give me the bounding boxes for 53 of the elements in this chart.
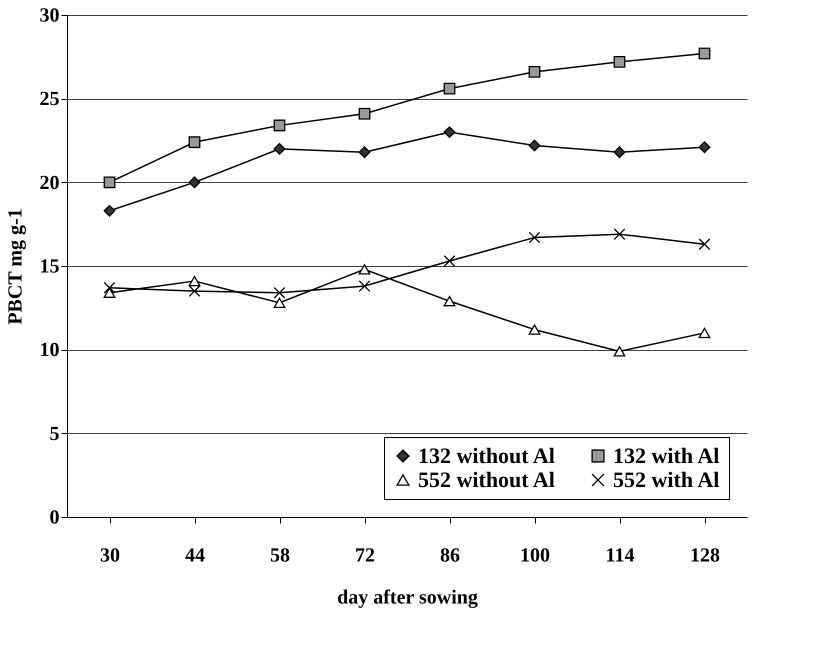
- point: [528, 324, 540, 335]
- y-tick-label: 30: [40, 4, 60, 26]
- point: [698, 141, 710, 154]
- point: [358, 264, 370, 275]
- point: [104, 176, 116, 188]
- x-axis-title: day after sowing: [337, 586, 478, 608]
- point: [698, 328, 710, 338]
- point: [188, 285, 200, 297]
- y-tick-label: 10: [40, 339, 60, 362]
- point: [698, 238, 710, 250]
- y-tick-label: 25: [40, 88, 60, 110]
- point: [614, 346, 626, 357]
- point: [274, 286, 286, 299]
- point: [528, 66, 540, 78]
- y-tick-label: 5: [50, 422, 60, 445]
- legend-label: 132 without Al: [418, 443, 555, 468]
- point: [528, 232, 540, 244]
- point: [188, 276, 200, 286]
- x-tick-label: 44: [185, 544, 205, 566]
- point: [104, 288, 116, 298]
- point: [104, 282, 116, 294]
- x-tick-label: 114: [606, 544, 634, 566]
- y-tick-label: 0: [50, 506, 60, 528]
- point: [358, 146, 370, 158]
- y-tick-label: 15: [40, 256, 60, 278]
- point: [274, 298, 286, 308]
- point: [274, 120, 286, 132]
- point: [188, 176, 200, 188]
- point: [614, 56, 626, 68]
- point: [104, 204, 116, 217]
- point: [444, 82, 456, 95]
- y-tick-label: 20: [40, 172, 60, 194]
- point: [444, 296, 456, 306]
- legend-label: 552 without Al: [418, 467, 555, 492]
- point: [188, 136, 200, 148]
- x-tick-label: 30: [100, 544, 120, 566]
- point: [274, 142, 286, 155]
- point: [358, 280, 370, 292]
- x-tick-label: 72: [355, 544, 375, 566]
- point: [614, 228, 626, 240]
- x-tick-label: 86: [440, 544, 460, 566]
- point: [614, 146, 626, 158]
- y-axis-title: PBCT mg g-1: [4, 208, 26, 325]
- x-tick-label: 100: [520, 544, 550, 566]
- point: [444, 126, 456, 138]
- x-tick-label: 128: [690, 544, 720, 566]
- x-tick-label: 58: [270, 544, 290, 566]
- point: [444, 255, 456, 267]
- legend-label: 132 with Al: [613, 443, 720, 468]
- point: [358, 108, 370, 120]
- point: [528, 140, 540, 152]
- legend-label: 552 with Al: [613, 467, 720, 492]
- point: [698, 48, 710, 60]
